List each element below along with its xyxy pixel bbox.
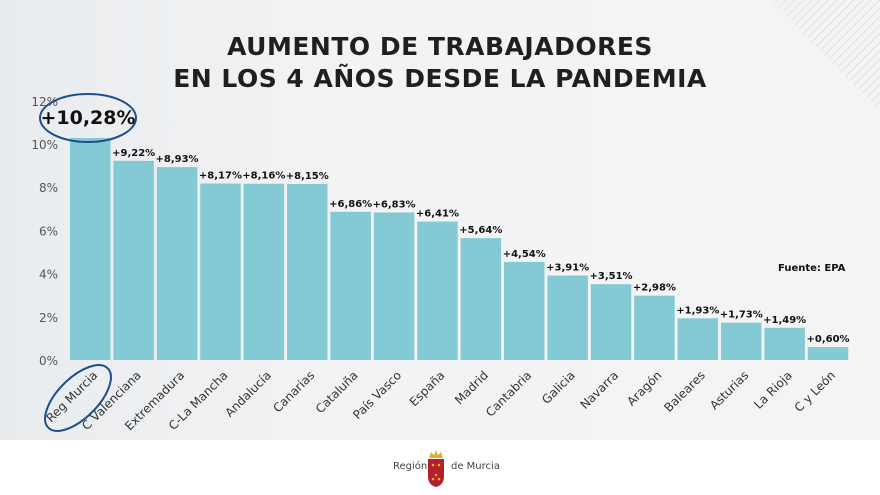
highlight-circle-label bbox=[44, 364, 112, 432]
data-label: +5,64% bbox=[459, 225, 502, 236]
data-label: +6,41% bbox=[416, 209, 459, 220]
bar-cataluña bbox=[330, 211, 371, 360]
x-tick-label: Andalucía bbox=[222, 368, 274, 420]
data-label: +9,22% bbox=[112, 148, 155, 159]
x-tick-label: C y León bbox=[792, 368, 839, 415]
data-label: +6,86% bbox=[329, 199, 372, 210]
bar-canarias bbox=[287, 183, 328, 360]
y-tick-label: 6% bbox=[39, 224, 58, 238]
footer-murcia-text: de Murcia bbox=[451, 461, 500, 472]
bar-c-valenciana bbox=[113, 160, 154, 360]
x-tick-label: Asturias bbox=[707, 368, 751, 412]
x-tick-label: Aragón bbox=[624, 368, 664, 408]
chart-title-line2: EN LOS 4 AÑOS DESDE LA PANDEMIA bbox=[173, 64, 707, 93]
x-tick-label: Canarias bbox=[270, 368, 317, 415]
source-note: Fuente: EPA bbox=[778, 263, 846, 274]
data-label: +3,51% bbox=[590, 271, 633, 282]
data-label-highlight: +10,28% bbox=[40, 107, 135, 129]
bar-cantabria bbox=[504, 261, 545, 360]
bar-chart: 0%2%4%6%8%10%12%+10,28%Reg Murcia+9,22%C… bbox=[31, 92, 850, 433]
data-label: +8,93% bbox=[156, 154, 199, 165]
x-tick-label: La Rioja bbox=[751, 368, 795, 412]
y-tick-label: 4% bbox=[39, 268, 58, 282]
x-tick-label: Madrid bbox=[452, 368, 491, 407]
y-tick-label: 0% bbox=[39, 354, 58, 368]
y-tick-label: 12% bbox=[31, 95, 58, 109]
y-tick-label: 8% bbox=[39, 181, 58, 195]
bar-madrid bbox=[460, 238, 502, 360]
bar-c-la-mancha bbox=[200, 183, 241, 360]
bar-la-rioja bbox=[764, 327, 805, 360]
bar-extremadura bbox=[156, 167, 198, 360]
data-label: +1,93% bbox=[676, 305, 719, 316]
x-tick-label: Galicia bbox=[539, 368, 578, 407]
x-tick-label: Baleares bbox=[661, 368, 708, 415]
bar-galicia bbox=[547, 275, 588, 360]
y-tick-label: 10% bbox=[31, 138, 58, 152]
y-tick-label: 2% bbox=[39, 311, 58, 325]
x-tick-label: España bbox=[407, 368, 448, 409]
data-label: +4,54% bbox=[503, 249, 546, 260]
bar-reg-murcia bbox=[70, 137, 111, 360]
bar-c-y-león bbox=[807, 347, 849, 360]
murcia-coat-of-arms-logo bbox=[428, 450, 444, 487]
data-label: +6,83% bbox=[373, 199, 416, 210]
bar-andalucía bbox=[243, 183, 285, 360]
data-label: +1,49% bbox=[763, 315, 806, 326]
bar-aragón bbox=[634, 295, 675, 360]
data-label: +8,15% bbox=[286, 171, 329, 182]
data-label: +8,17% bbox=[199, 171, 242, 182]
x-tick-label: Cantabria bbox=[483, 368, 534, 419]
bar-país-vasco bbox=[373, 212, 415, 360]
data-label: +2,98% bbox=[633, 283, 676, 294]
data-label: +8,16% bbox=[242, 171, 285, 182]
x-tick-label: Navarra bbox=[577, 368, 621, 412]
bar-navarra bbox=[590, 284, 632, 360]
chart-title-line1: AUMENTO DE TRABAJADORES bbox=[227, 32, 653, 61]
data-label: +0,60% bbox=[807, 334, 850, 345]
data-label: +3,91% bbox=[546, 263, 589, 274]
bar-españa bbox=[417, 221, 458, 360]
footer-region-text: Región bbox=[393, 461, 428, 472]
bar-baleares bbox=[677, 318, 719, 360]
highlight-circle bbox=[39, 92, 137, 143]
data-label: +1,73% bbox=[720, 310, 763, 321]
bar-asturias bbox=[721, 322, 762, 360]
